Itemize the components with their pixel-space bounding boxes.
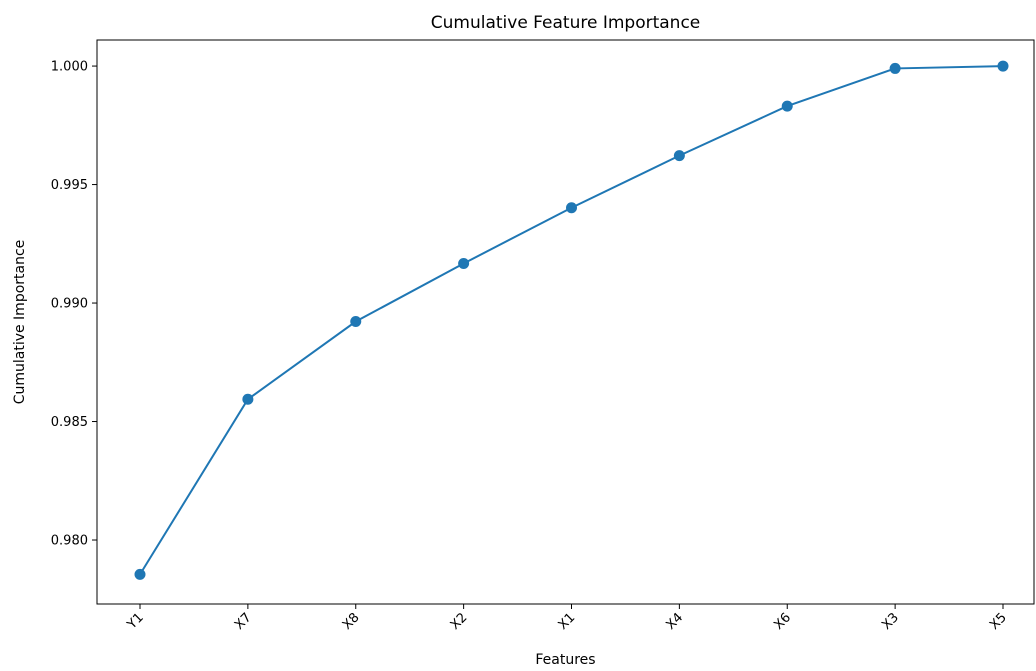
y-tick-label: 0.990 [51,297,88,312]
series-line-group [134,60,1009,580]
data-point-x1 [566,202,577,214]
y-tick-label: 0.980 [51,534,88,549]
data-point-y1 [134,568,146,580]
y-tick-label: 0.985 [51,415,88,430]
x-tick-label: X8 [340,610,363,633]
data-point-x5 [997,60,1009,72]
data-point-x4 [673,150,685,162]
x-tick-label: X4 [663,610,686,633]
x-tick-label: X1 [556,610,579,633]
chart-title: Cumulative Feature Importance [431,13,701,33]
data-point-x7 [242,393,254,405]
y-tick-label: 1.000 [51,60,88,75]
data-point-x2 [458,257,470,269]
x-tick-label: X5 [987,610,1010,633]
y-axis: 0.980 0.985 0.990 0.995 1.000 [51,60,97,549]
y-axis-label: Cumulative Importance [12,240,28,405]
plot-frame [96,39,1035,605]
y-tick-label: 0.995 [51,178,88,193]
data-point-x6 [781,100,793,112]
data-point-x8 [350,316,362,328]
x-tick-label: Y1 [124,610,147,633]
plot-area [96,39,1035,605]
x-axis-label: Features [535,652,595,668]
series-line [139,65,1004,575]
x-tick-label: X2 [448,610,471,633]
x-tick-label: X3 [879,610,902,633]
data-point-x3 [889,62,901,74]
x-axis: Y1 X7 X8 X2 X1 X4 X6 X3 X5 [124,604,1010,633]
x-tick-label: X7 [232,610,255,633]
x-tick-label: X6 [771,610,794,633]
